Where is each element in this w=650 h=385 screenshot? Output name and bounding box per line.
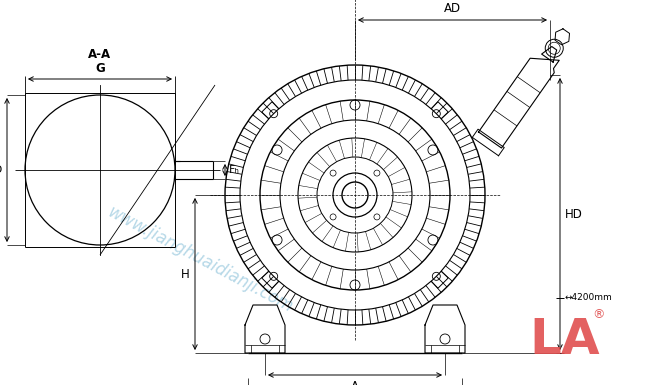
Text: Fₕ: Fₕ — [229, 165, 240, 175]
Text: ®: ® — [592, 308, 604, 321]
Text: A-A: A-A — [88, 49, 112, 62]
Text: AD: AD — [444, 2, 461, 15]
Text: www.jianghuaidianji.com: www.jianghuaidianji.com — [104, 203, 296, 316]
Text: LA: LA — [530, 316, 601, 364]
Text: A: A — [351, 380, 359, 385]
Text: ↔4200mm: ↔4200mm — [565, 293, 613, 303]
Text: ΦD: ΦD — [0, 165, 3, 175]
Text: HD: HD — [565, 208, 583, 221]
Text: H: H — [181, 268, 190, 281]
Text: G: G — [95, 62, 105, 75]
